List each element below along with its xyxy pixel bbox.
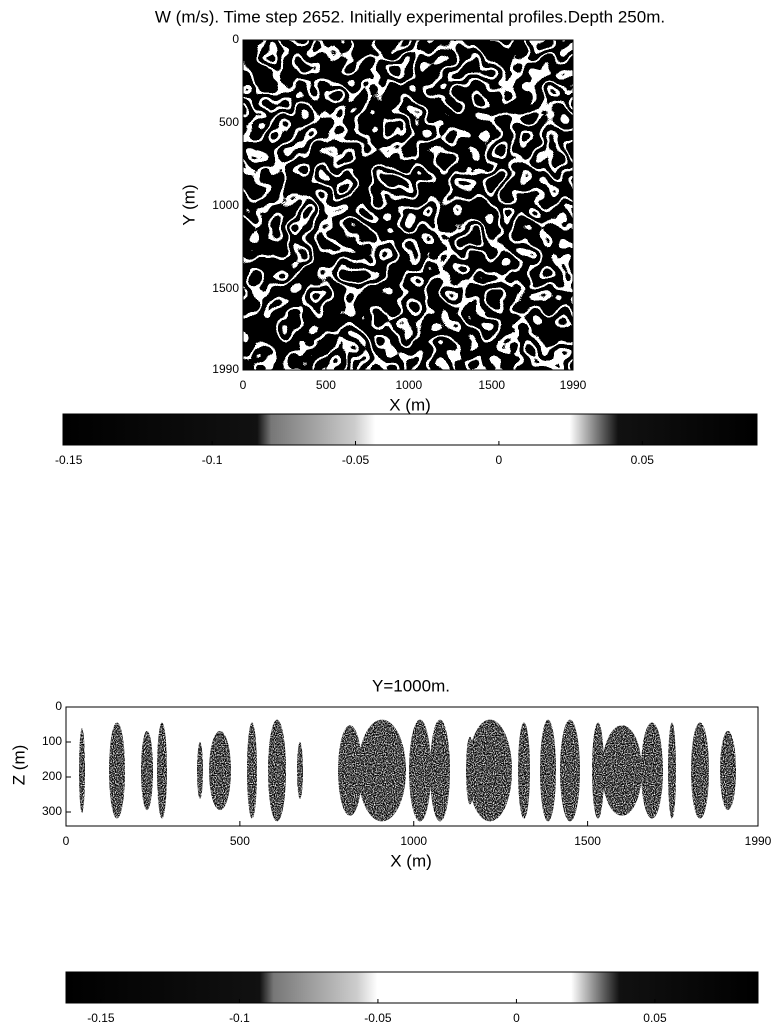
x-tick-label: 0: [240, 378, 247, 392]
y-tick-label: 0: [55, 699, 62, 713]
colorbar-tick-label: 0: [496, 453, 503, 467]
y-tick-label: 300: [42, 804, 62, 818]
x-axis-label: X (m): [389, 395, 431, 414]
colorbar-tick-label: -0.15: [87, 1011, 115, 1025]
plot-frame: [242, 39, 574, 371]
colorbar-tick-label: -0.05: [364, 1011, 392, 1025]
x-tick-label: 1990: [745, 834, 772, 848]
y-tick-label: 100: [42, 734, 62, 748]
y-tick-label: 1500: [212, 281, 239, 295]
colorbar: [65, 971, 759, 1004]
x-tick-label: 1000: [395, 378, 422, 392]
colorbar: [62, 413, 758, 446]
x-tick-label: 1500: [478, 378, 505, 392]
y-axis-label: Z (m): [9, 745, 28, 786]
colorbar-tick-label: -0.15: [55, 453, 83, 467]
x-tick-label: 1990: [560, 378, 587, 392]
x-tick-label: 500: [230, 834, 250, 848]
colorbar-tick-label: -0.1: [229, 1011, 250, 1025]
y-tick-label: 1990: [212, 362, 239, 376]
x-tick-label: 1000: [400, 834, 427, 848]
x-tick-label: 1500: [574, 834, 601, 848]
velocity-section: [79, 719, 736, 822]
colorbar-tick-label: -0.05: [342, 453, 370, 467]
colorbar-tick-label: 0.05: [643, 1011, 667, 1025]
colorbar-tick-label: -0.1: [202, 453, 223, 467]
chart-title: W (m/s). Time step 2652. Initially exper…: [155, 7, 665, 26]
chart-title: Y=1000m.: [372, 676, 450, 695]
x-axis-label: X (m): [390, 851, 432, 870]
colorbar-tick-label: 0.05: [631, 453, 655, 467]
y-tick-label: 1000: [212, 198, 239, 212]
y-axis-label: Y (m): [179, 184, 198, 225]
x-tick-label: 0: [63, 834, 70, 848]
y-tick-label: 500: [219, 115, 239, 129]
y-tick-label: 200: [42, 769, 62, 783]
plot-frame: [65, 706, 759, 827]
x-tick-label: 500: [316, 378, 336, 392]
colorbar-tick-label: 0: [513, 1011, 520, 1025]
velocity-field: [243, 40, 573, 370]
y-tick-label: 0: [232, 32, 239, 46]
